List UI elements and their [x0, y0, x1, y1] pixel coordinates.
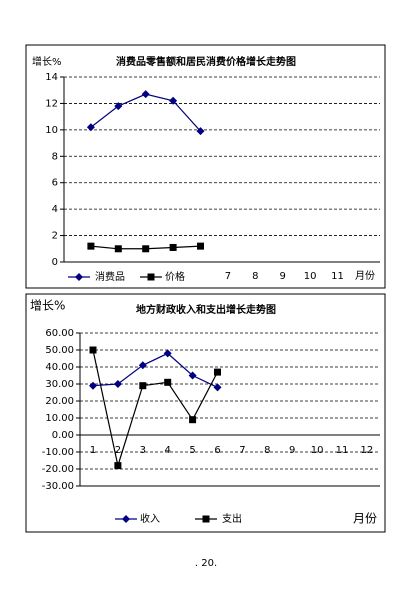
data-point: [189, 416, 197, 424]
x-axis-label: 月份: [355, 270, 375, 282]
y-axis-label: 增长%: [32, 55, 62, 68]
data-point: [169, 96, 178, 105]
y-tick-label: 10.00: [45, 413, 74, 424]
legend-label: 消费品: [95, 270, 125, 283]
data-point: [141, 90, 150, 99]
legend-marker: [147, 273, 155, 281]
x-tick-label: 11: [331, 271, 344, 282]
y-tick-label: 60.00: [45, 328, 74, 339]
chart-frame: [25, 44, 386, 289]
data-point: [188, 371, 197, 380]
x-tick-label: 8: [252, 271, 258, 282]
x-axis-label: 月份: [353, 512, 377, 526]
data-point: [169, 243, 177, 251]
legend-marker: [202, 515, 210, 523]
x-tick-label: 7: [225, 271, 231, 282]
y-axis-label: 增长%: [30, 299, 65, 313]
data-point: [89, 346, 97, 354]
legend-marker: [122, 515, 130, 523]
x-tick-label: 3: [140, 445, 146, 456]
x-tick-label: 9: [289, 445, 295, 456]
legend-label: 支出: [222, 512, 242, 525]
data-point: [114, 462, 122, 470]
series-line: [90, 93, 201, 132]
data-point: [138, 361, 147, 370]
y-tick-label: -30.00: [42, 481, 74, 492]
legend-marker: [75, 273, 83, 281]
y-tick-label: 0: [52, 257, 58, 268]
y-tick-label: 10: [45, 125, 58, 136]
x-tick-label: 4: [165, 445, 171, 456]
data-point: [163, 349, 172, 358]
data-point: [164, 378, 172, 386]
data-point: [87, 242, 95, 250]
x-tick-label: 6: [214, 445, 220, 456]
data-point: [142, 245, 150, 253]
y-tick-label: 12: [45, 98, 58, 109]
data-point: [197, 242, 204, 250]
data-point: [86, 123, 95, 132]
x-tick-label: 10: [311, 445, 324, 456]
chart-frame: [25, 293, 386, 533]
y-tick-label: -10.00: [42, 447, 74, 458]
y-tick-label: 8: [52, 151, 58, 162]
data-point: [114, 102, 123, 111]
x-tick-label: 5: [189, 445, 195, 456]
y-tick-label: 40.00: [45, 362, 74, 373]
x-tick-label: 7: [239, 445, 245, 456]
legend-label: 价格: [165, 270, 185, 283]
chart-title: 消费品零售额和居民消费价格增长走势图: [116, 55, 296, 68]
legend-label: 收入: [140, 512, 160, 525]
data-point: [89, 381, 97, 390]
series-line: [92, 352, 218, 388]
data-point: [114, 245, 122, 253]
y-tick-label: 6: [52, 178, 58, 189]
y-tick-label: 2: [52, 231, 58, 242]
data-point: [139, 382, 147, 390]
x-tick-label: 1: [90, 445, 96, 456]
series-line: [92, 349, 219, 468]
x-tick-label: 8: [264, 445, 270, 456]
y-tick-label: 4: [52, 204, 58, 215]
y-tick-label: 14: [45, 72, 58, 83]
y-tick-label: 50.00: [45, 345, 74, 356]
data-point: [113, 380, 122, 388]
x-tick-label: 2: [115, 445, 121, 456]
y-tick-label: 30.00: [45, 379, 74, 390]
page-number: . 20.: [195, 558, 217, 569]
y-tick-label: 0.00: [52, 430, 74, 441]
chart-title: 地方财政收入和支出增长走势图: [136, 303, 276, 316]
x-tick-label: 11: [336, 445, 349, 456]
y-tick-label: 20.00: [45, 396, 74, 407]
data-point: [214, 368, 221, 376]
x-tick-label: 10: [304, 271, 317, 282]
x-tick-label: 12: [361, 445, 374, 456]
x-tick-label: 9: [280, 271, 286, 282]
y-tick-label: -20.00: [42, 464, 74, 475]
data-point: [196, 127, 205, 136]
data-point: [213, 383, 222, 392]
